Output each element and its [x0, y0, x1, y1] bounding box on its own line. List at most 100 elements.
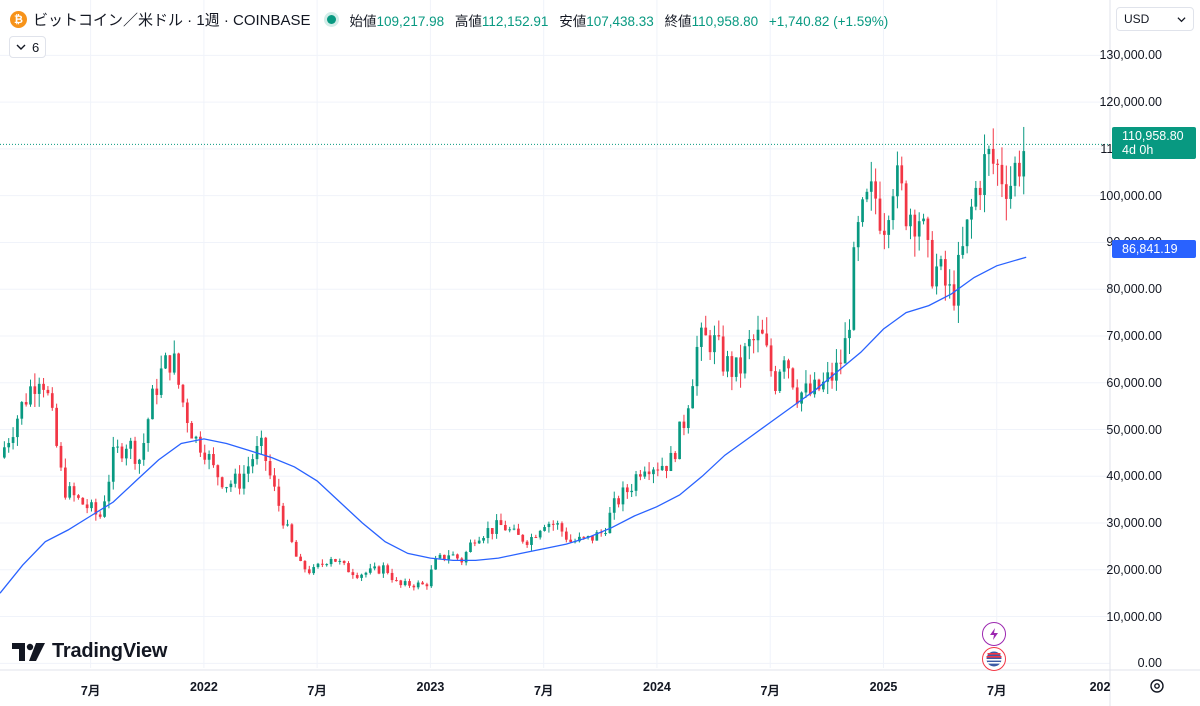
candle-up [586, 536, 590, 538]
candle-down [839, 362, 843, 364]
candle-up [159, 368, 163, 395]
time-tick-label: 2023 [416, 680, 445, 694]
candle-down [425, 584, 429, 587]
candle-up [826, 372, 830, 382]
candle-up [512, 528, 516, 530]
change-value: +1,740.82 (+1.59%) [768, 13, 889, 29]
candle-up [734, 357, 738, 377]
candle-down [721, 336, 725, 372]
candle-up [1009, 185, 1013, 199]
bitcoin-icon: ₿ [10, 11, 27, 28]
candle-down [647, 471, 651, 475]
tradingview-logo[interactable]: TradingView [12, 640, 167, 663]
candle-up [965, 219, 969, 247]
candle-up [804, 383, 808, 393]
candle-up [543, 527, 546, 531]
moving-average-line [0, 256, 1027, 594]
candle-down [656, 469, 660, 471]
candle-up [556, 523, 559, 525]
time-tick-label: 202 [1089, 680, 1111, 694]
last-price-value: 110,958.80 [1122, 129, 1184, 143]
candle-down [321, 563, 324, 565]
candle-up [974, 187, 978, 207]
candle-down [307, 569, 311, 574]
candle-down [617, 498, 620, 505]
candle-down [517, 528, 520, 535]
event-lightning-icon[interactable] [982, 622, 1006, 646]
candle-down [904, 183, 908, 227]
low-value: 107,438.33 [586, 13, 654, 29]
candle-up [856, 222, 860, 248]
candle-down [168, 355, 172, 373]
ohlc-values: 始値109,217.98 高値112,152.91 安値107,438.33 終… [350, 10, 896, 30]
candle-down [395, 580, 398, 582]
bar-countdown: 4d 0h [1122, 143, 1154, 157]
candle-down [190, 422, 194, 439]
candle-down [238, 473, 241, 489]
candle-up [429, 569, 433, 587]
candle-up [695, 346, 699, 387]
candle-down [708, 335, 712, 353]
candle-up [172, 353, 176, 373]
candle-down [268, 461, 272, 476]
candle-down [377, 566, 381, 574]
candle-down [1018, 162, 1021, 177]
candle-up [621, 487, 625, 505]
candle-down [704, 327, 708, 336]
time-tick-label: 2025 [869, 680, 898, 694]
candle-down [199, 436, 202, 453]
settings-gear-icon[interactable] [1148, 677, 1166, 695]
candle-up [477, 540, 481, 544]
candle-up [16, 418, 19, 438]
candle-up [116, 446, 119, 448]
candle-up [233, 473, 237, 484]
candle-up [325, 564, 329, 566]
candle-up [416, 582, 420, 588]
candle-down [185, 402, 189, 423]
candle-down [399, 580, 403, 586]
candle-up [447, 555, 451, 560]
candle-up [225, 487, 228, 489]
candle-up [229, 483, 233, 488]
candle-down [42, 383, 45, 390]
candle-up [3, 447, 6, 458]
last-price-tag: 110,958.80 4d 0h [1112, 127, 1196, 159]
candle-down [203, 452, 207, 460]
symbol-title[interactable]: ビットコイン／米ドル · 1週 · COINBASE [33, 12, 311, 29]
candle-up [896, 165, 899, 197]
candle-up [547, 523, 551, 528]
candle-up [338, 560, 342, 562]
currency-select[interactable]: USD [1116, 7, 1194, 31]
candle-down [730, 356, 734, 377]
candle-down [900, 165, 904, 184]
candle-up [1013, 162, 1017, 186]
candle-down [390, 572, 394, 581]
chevron-down-icon [1177, 16, 1186, 22]
candle-down [408, 581, 411, 586]
price-tick-label: 120,000.00 [1099, 95, 1162, 110]
candle-down [761, 329, 764, 334]
candle-up [887, 220, 891, 235]
time-tick-label: 7月 [80, 684, 101, 698]
candle-up [939, 259, 943, 267]
candle-up [124, 448, 128, 459]
candle-up [691, 386, 695, 409]
price-tick-label: 60,000.00 [1106, 375, 1162, 390]
candle-down [299, 556, 302, 562]
candle-up [151, 388, 154, 420]
candle-down [212, 453, 215, 466]
candle-up [329, 559, 333, 565]
time-tick-label: 2024 [643, 680, 671, 694]
indicators-toggle-button[interactable]: 6 [9, 36, 47, 58]
candle-down [569, 539, 573, 543]
candle-down [81, 497, 85, 505]
candle-down [98, 514, 102, 517]
candle-down [264, 437, 268, 462]
candle-down [926, 218, 930, 240]
candle-up [726, 356, 729, 372]
candle-up [983, 154, 986, 195]
candle-up [364, 572, 368, 575]
candle-down [808, 383, 812, 395]
economic-event-flag-icon[interactable] [982, 647, 1006, 671]
